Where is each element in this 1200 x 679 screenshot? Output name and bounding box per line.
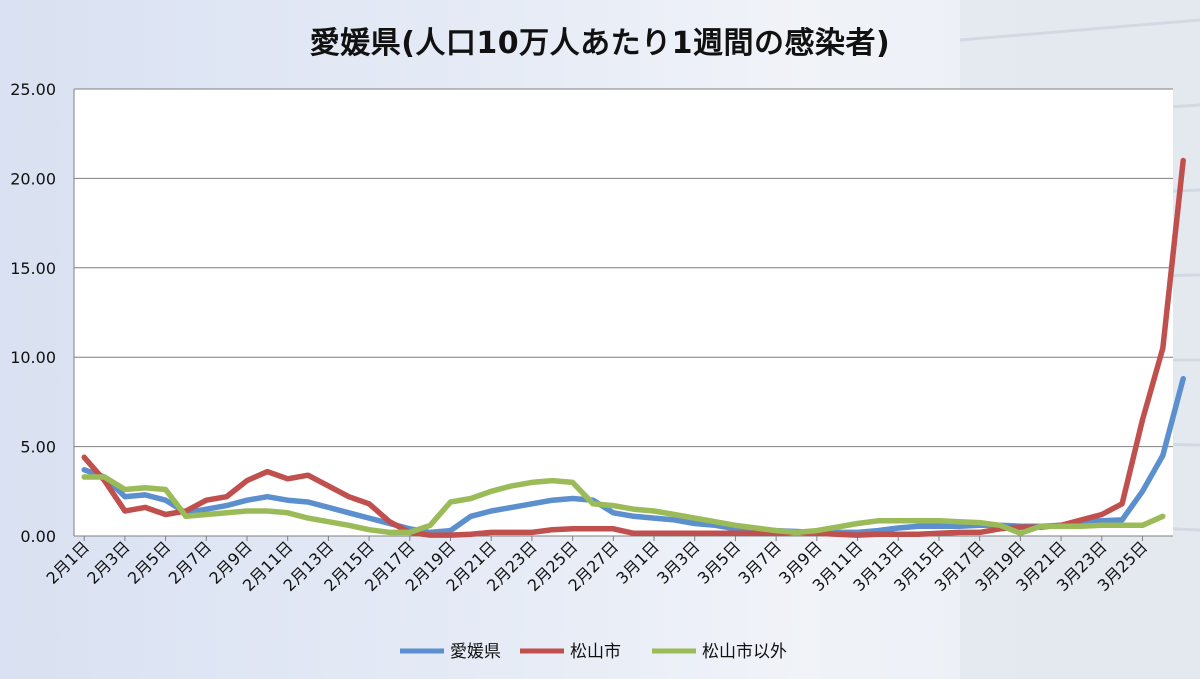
grid-lines [73, 88, 1173, 537]
chart-title: 愛媛県(人口10万人あたり1週間の感染者) [309, 26, 891, 61]
y-tick-label: 20.00 [10, 169, 56, 188]
x-tick-label: 2月3日 [83, 537, 133, 587]
y-tick-label: 0.00 [20, 527, 56, 546]
x-tick-label: 2月5日 [124, 537, 174, 587]
y-axis-ticks: 0.00 5.00 10.00 15.00 20.00 25.00 [10, 80, 56, 546]
series-line-2 [81, 474, 1166, 537]
legend-label: 松山市 [570, 642, 621, 662]
y-tick-label: 25.00 [10, 80, 56, 99]
x-axis-ticks: 2月1日2月3日2月5日2月7日2月9日2月11日2月13日2月15日2月17日… [43, 536, 1151, 595]
series-lines [81, 157, 1186, 538]
legend-label: 松山市以外 [702, 642, 787, 662]
y-tick-label: 5.00 [20, 438, 56, 457]
y-tick-label: 10.00 [10, 348, 56, 367]
series-line-1 [81, 157, 1186, 538]
plot-area [74, 89, 1173, 536]
legend: 愛媛県 松山市 松山市以外 [400, 642, 787, 662]
x-tick-label: 2月7日 [165, 537, 215, 587]
x-tick-label: 3月3日 [653, 537, 703, 587]
x-tick-label: 3月5日 [694, 537, 744, 587]
x-tick-label: 3月7日 [734, 537, 784, 587]
legend-label: 愛媛県 [450, 642, 501, 662]
x-tick-label: 3月1日 [612, 537, 662, 587]
y-tick-label: 15.00 [10, 259, 56, 278]
